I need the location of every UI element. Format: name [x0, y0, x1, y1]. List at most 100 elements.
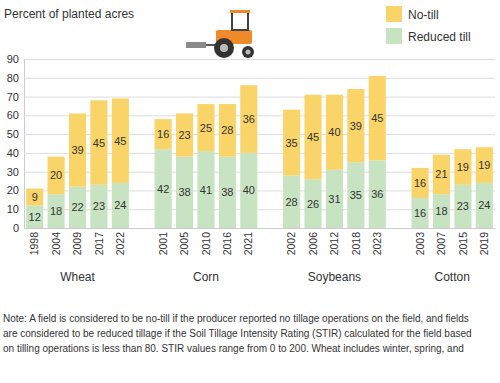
- x-tick-label: 2010: [200, 232, 212, 256]
- data-label: 40: [243, 184, 255, 196]
- data-label: 24: [114, 199, 126, 211]
- legend: No-tillReduced till: [386, 6, 471, 44]
- x-tick-label: 2007: [435, 232, 447, 256]
- bar: [69, 113, 86, 186]
- x-tick: 1998: [28, 228, 40, 255]
- bar: [90, 100, 107, 185]
- bar: [476, 147, 493, 183]
- bar: [155, 119, 172, 149]
- x-tick-label: 2023: [371, 232, 383, 256]
- x-tick: 2012: [328, 228, 340, 255]
- y-tick-label: 20: [7, 184, 19, 196]
- x-tick: 2017: [93, 228, 105, 255]
- y-tick-label: 90: [7, 53, 19, 65]
- note: Note: A field is considered to be no-til…: [3, 313, 472, 354]
- x-tick: 2010: [200, 228, 212, 255]
- bar: [90, 185, 107, 228]
- note-line: are considered to be reduced tillage if …: [3, 328, 472, 339]
- icon-part: [242, 46, 254, 58]
- bar: [304, 95, 321, 180]
- bar: [433, 155, 450, 194]
- x-tick: 2015: [457, 228, 469, 255]
- bar: [412, 168, 429, 198]
- x-tick-label: 2021: [242, 232, 254, 256]
- data-label: 45: [371, 112, 383, 124]
- icon-part: [230, 10, 250, 13]
- bar: [69, 187, 86, 228]
- data-label: 21: [435, 168, 447, 180]
- icon-part: [246, 50, 251, 55]
- x-tick-label: 2017: [93, 232, 105, 256]
- x-tick: 2002: [285, 228, 297, 255]
- grid-line: [24, 228, 495, 229]
- x-tick-label: 2006: [307, 232, 319, 256]
- note-line: on tilling operations is less than 80. S…: [3, 343, 464, 354]
- y-tick: 80: [7, 72, 495, 84]
- data-label: 23: [178, 129, 190, 141]
- data-label: 19: [457, 161, 469, 173]
- bar: [454, 185, 471, 228]
- data-label: 42: [157, 183, 169, 195]
- x-tick-label: 2003: [414, 232, 426, 256]
- bar: [197, 151, 214, 228]
- data-label: 16: [157, 128, 169, 140]
- x-tick: 2021: [242, 228, 254, 255]
- y-axis-title: Percent of planted acres: [4, 7, 134, 21]
- grid-line: [24, 78, 495, 79]
- data-label: 18: [50, 205, 62, 217]
- icon-part: [186, 42, 206, 48]
- x-tick-label: 1998: [28, 232, 40, 256]
- y-tick-label: 80: [7, 72, 19, 84]
- y-tick: 90: [7, 53, 495, 65]
- legend-label: Reduced till: [408, 30, 471, 44]
- y-tick-label: 40: [7, 147, 19, 159]
- x-tick: 2004: [50, 228, 62, 255]
- bar: [112, 183, 129, 228]
- bar: [283, 110, 300, 176]
- x-tick: 2005: [178, 228, 190, 255]
- icon-part: [232, 12, 248, 30]
- bar: [219, 104, 236, 157]
- x-tick-label: 2002: [285, 232, 297, 256]
- group-label: Corn: [193, 270, 219, 284]
- bar: [283, 175, 300, 228]
- bar: [240, 153, 257, 228]
- data-label: 35: [285, 137, 297, 149]
- x-tick-label: 2022: [114, 232, 126, 256]
- data-label: 23: [93, 200, 105, 212]
- icon-part: [214, 38, 234, 58]
- data-label: 41: [200, 184, 212, 196]
- group-label: Cotton: [435, 270, 470, 284]
- x-axis: 1998200420092017202220012005201020162021…: [25, 228, 496, 255]
- data-label: 16: [414, 177, 426, 189]
- y-tick-label: 30: [7, 166, 19, 178]
- data-label: 45: [93, 137, 105, 149]
- data-label: 20: [50, 169, 62, 181]
- grid-line: [24, 59, 495, 60]
- group-label: Soybeans: [308, 270, 361, 284]
- data-label: 25: [200, 122, 212, 134]
- bar: [48, 157, 65, 195]
- data-label: 24: [478, 199, 490, 211]
- bar: [347, 162, 364, 228]
- x-tick: 2023: [371, 228, 383, 255]
- data-label: 38: [178, 186, 190, 198]
- data-label: 19: [478, 159, 490, 171]
- bars: [26, 76, 493, 228]
- data-label: 28: [285, 196, 297, 208]
- x-tick: 2003: [414, 228, 426, 255]
- grid-line: [24, 97, 495, 98]
- x-tick: 2019: [478, 228, 490, 255]
- bar: [304, 179, 321, 228]
- data-label: 31: [328, 193, 340, 205]
- x-tick: 2006: [307, 228, 319, 255]
- x-tick-label: 2012: [328, 232, 340, 256]
- x-tick-label: 2001: [157, 232, 169, 256]
- legend-swatch: [386, 6, 402, 22]
- bar: [197, 104, 214, 151]
- icon-part: [220, 44, 228, 52]
- data-label: 9: [32, 191, 38, 203]
- bar: [26, 189, 43, 206]
- bar: [326, 170, 343, 228]
- x-tick: 2022: [114, 228, 126, 255]
